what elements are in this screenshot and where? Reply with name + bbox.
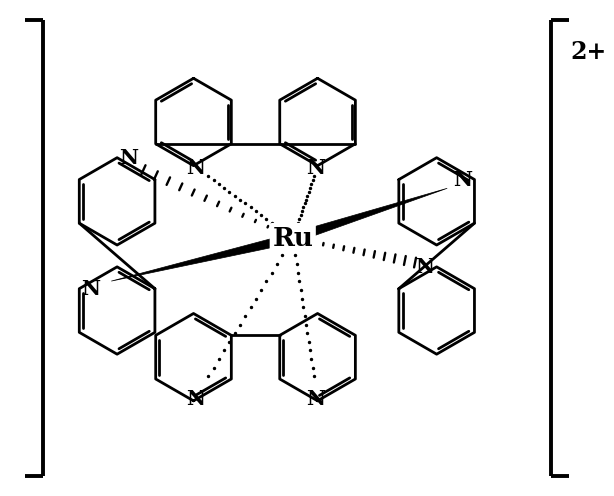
Text: 2+: 2+ xyxy=(570,40,607,63)
Text: N: N xyxy=(186,158,205,178)
Text: N: N xyxy=(453,170,472,189)
Polygon shape xyxy=(111,233,294,281)
Text: N: N xyxy=(306,389,325,409)
Text: Ru: Ru xyxy=(273,226,313,250)
Text: N: N xyxy=(186,389,205,409)
Polygon shape xyxy=(291,188,447,243)
Text: N: N xyxy=(416,257,435,277)
Text: N: N xyxy=(81,279,101,299)
Text: N: N xyxy=(119,148,138,168)
Text: N: N xyxy=(306,158,325,178)
